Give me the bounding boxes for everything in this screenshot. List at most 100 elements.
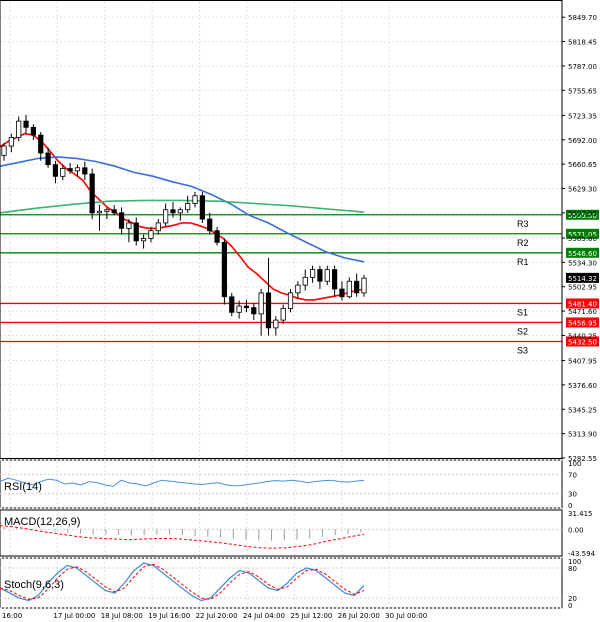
candle-body <box>23 120 29 128</box>
current-price-tag <box>566 272 599 283</box>
level-price-label: 5456.95 <box>568 319 597 327</box>
candle-body <box>30 126 36 136</box>
candlesticks <box>1 114 367 336</box>
level-price-label: 5546.60 <box>568 250 597 258</box>
candle-body <box>89 173 95 214</box>
y-tick-label: 5818.45 <box>568 39 597 47</box>
x-tick-label: 25 Jul 12:00 <box>290 612 332 620</box>
x-tick-label: 18 Jul 08:00 <box>101 612 143 620</box>
y-tick-label: 5692.00 <box>568 137 597 145</box>
y-tick-label: 5597.95 <box>568 210 597 218</box>
stoch-k-line <box>0 562 365 602</box>
ma-line-2 <box>0 199 365 214</box>
candle-body <box>332 269 338 290</box>
candle-body <box>207 218 213 232</box>
y-tick-label: 5787.00 <box>568 63 597 71</box>
candle-body <box>192 195 198 204</box>
support-resistance-levels: R3 5595.50 R2 5571.05 R1 5546.60 S1 5481.40 S2 54… <box>0 209 599 355</box>
macd-tick-label: 0.00 <box>568 526 584 534</box>
level-price-label: 5432.50 <box>568 338 597 346</box>
candle-body <box>324 269 330 282</box>
level-name-r2: R2 <box>517 238 529 248</box>
candle-body <box>118 212 125 229</box>
candle-body <box>45 152 51 166</box>
candle-body <box>67 168 73 172</box>
stoch-tick-label: 100 <box>568 558 581 566</box>
x-tick-label: 30 Jul 00:00 <box>385 612 427 620</box>
candle-body <box>221 241 228 298</box>
y-tick-label: 5629.30 <box>568 186 597 194</box>
level-name-r3: R3 <box>517 219 529 229</box>
candle-body <box>361 277 367 294</box>
stoch-title: Stoch(9,6,3) <box>4 579 64 591</box>
candle-body <box>229 296 235 313</box>
stoch-d-line <box>0 563 365 600</box>
level-price-tag <box>566 317 599 328</box>
y-tick-label: 5723.35 <box>568 112 597 120</box>
macd-tick-label: 31.415 <box>568 510 593 518</box>
candle-body <box>170 209 176 214</box>
candle-body <box>74 167 81 172</box>
stoch-tick-label: 80 <box>568 565 577 573</box>
candle-body <box>339 288 345 298</box>
x-tick-label: 19 Jul 16:00 <box>148 612 190 620</box>
level-name-s2: S2 <box>517 326 528 336</box>
candle-body <box>258 292 264 315</box>
x-tick-label: 17 Jul 00:00 <box>53 612 95 620</box>
candle-body <box>38 134 44 154</box>
candle-body <box>133 222 139 242</box>
candle-body <box>273 319 279 329</box>
y-tick-label: 5755.65 <box>568 87 597 95</box>
candle-body <box>126 222 132 229</box>
rsi-title: RSI(14) <box>4 481 42 493</box>
x-tick-label: 24 Jul 04:00 <box>243 612 285 620</box>
candle-body <box>60 168 66 177</box>
moving-averages <box>0 132 365 301</box>
rsi-tick-label: 100 <box>568 460 581 468</box>
indicator-panes: 100 70 30 0 RSI(14) 31.415 0.00 -43.594 MACD(12,… <box>0 459 596 610</box>
macd-pane-frame <box>0 509 563 557</box>
ma-line-0 <box>0 132 365 301</box>
candle-body <box>163 209 169 224</box>
y-tick-label: 5345.25 <box>568 406 597 414</box>
candle-body <box>265 292 272 329</box>
ma-line-1 <box>0 156 365 263</box>
macd-tick-label: -43.594 <box>568 550 596 558</box>
candle-body <box>295 284 301 294</box>
level-price-label: 5571.05 <box>568 231 597 239</box>
candle-body <box>243 305 250 309</box>
level-price-tag <box>566 336 599 347</box>
level-price-label: 5595.50 <box>568 212 597 220</box>
candle-body <box>302 276 308 286</box>
candle-body <box>185 203 191 211</box>
candle-body <box>236 305 242 313</box>
y-tick-label: 5849.70 <box>568 14 597 22</box>
y-tick-label: 5407.95 <box>568 358 597 366</box>
y-tick-label: 5282.55 <box>568 455 597 463</box>
candle-body <box>104 209 110 212</box>
candle-body <box>214 230 220 243</box>
x-tick-label: 22 Jul 20:00 <box>196 612 238 620</box>
stoch-tick-label: 0 <box>568 602 572 610</box>
candle-body <box>280 308 286 321</box>
rsi-line <box>0 477 365 487</box>
stoch-tick-label: 20 <box>568 595 577 603</box>
current-price-label: 5514.32 <box>568 275 597 283</box>
main-pane-frame <box>0 0 563 459</box>
rsi-tick-label: 30 <box>568 491 577 499</box>
candle-body <box>346 280 352 298</box>
candle-body <box>251 307 257 315</box>
candle-body <box>8 137 14 147</box>
macd-title: MACD(12,26,9) <box>4 516 80 528</box>
level-name-s3: S3 <box>517 345 528 355</box>
rsi-tick-label: 0 <box>568 502 572 510</box>
candle-body <box>52 164 59 177</box>
level-price-tag <box>566 209 599 220</box>
y-tick-label: 5471.60 <box>568 308 597 316</box>
y-tick-label: 5565.60 <box>568 235 597 243</box>
level-price-tag <box>566 298 599 309</box>
candle-body <box>177 209 183 214</box>
candle-body <box>16 120 22 138</box>
